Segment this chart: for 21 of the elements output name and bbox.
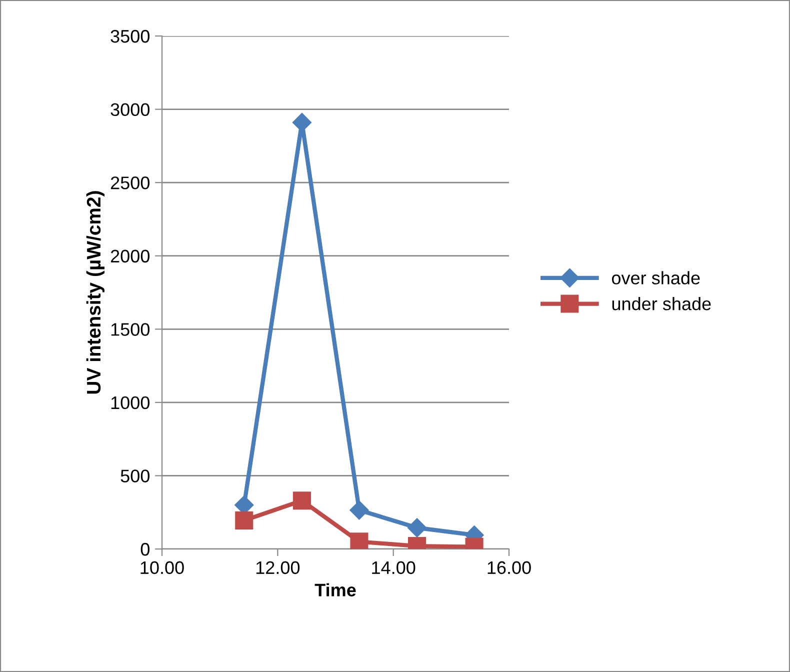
y-axis-title: UV intensity (µW/cm2)	[86, 191, 104, 394]
x-axis-title: Time	[314, 583, 356, 596]
point	[350, 500, 369, 520]
x-tick-label: 14.00	[372, 561, 416, 574]
x-tick-label: 12.00	[256, 561, 300, 574]
legend-label: under shade	[612, 297, 711, 310]
point	[350, 532, 368, 549]
point	[235, 511, 254, 530]
y-tick-label: 0	[140, 542, 150, 556]
y-tick-label: 3000	[110, 103, 150, 116]
legend-label: over shade	[612, 271, 700, 284]
y-tick-label: 3500	[110, 30, 150, 43]
y-tick-label: 2000	[110, 250, 150, 263]
point	[408, 518, 427, 538]
y-tick-label: 1000	[111, 396, 150, 410]
x-tick-label: 16.00	[488, 561, 531, 574]
y-tick-label: 500	[120, 470, 150, 482]
y-tick-label: 2500	[110, 176, 150, 190]
x-tick-label: 10.00	[140, 561, 184, 574]
point	[292, 492, 311, 510]
y-tick-label: 1500	[111, 323, 150, 336]
